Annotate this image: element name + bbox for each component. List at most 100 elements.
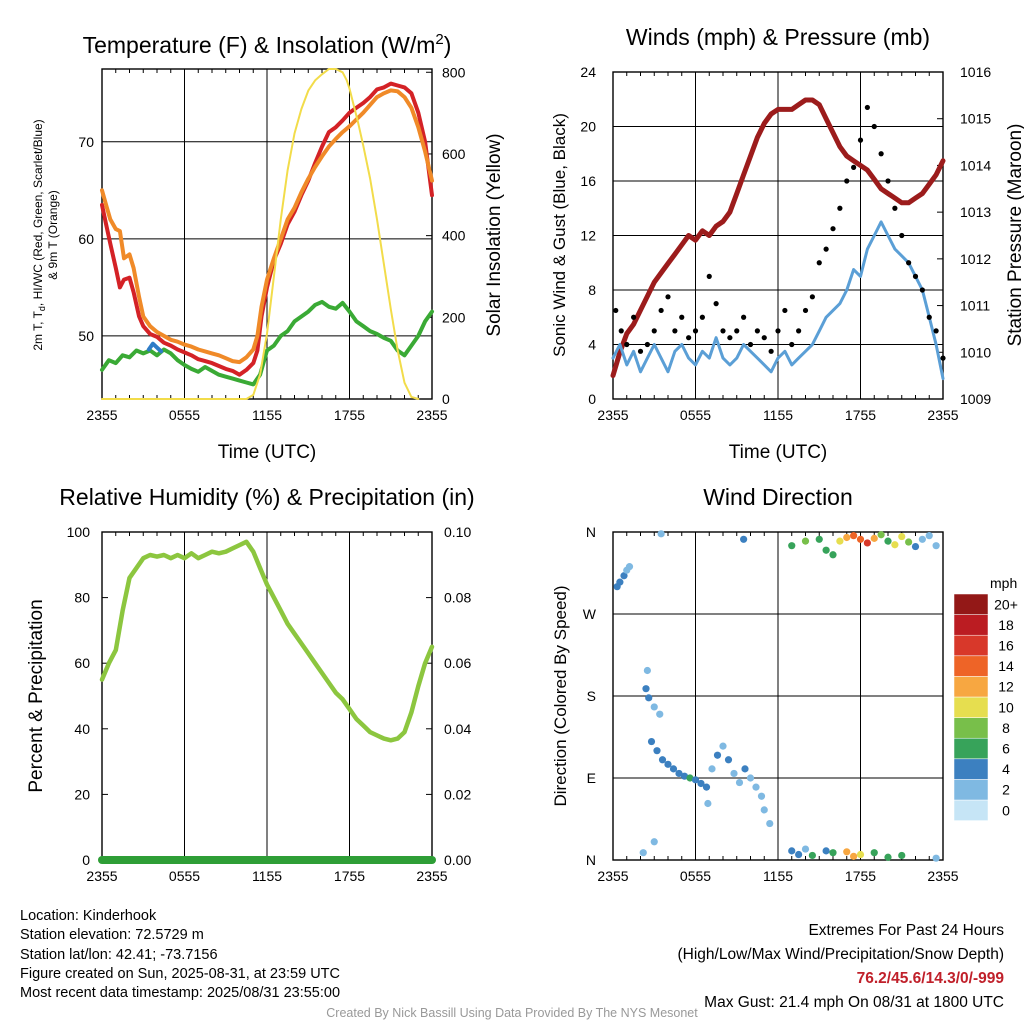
gust-point (637, 348, 644, 354)
direction-point (850, 852, 858, 860)
humidity-panel-title: Relative Humidity (%) & Precipitation (i… (59, 484, 474, 510)
legend-label: 8 (1002, 720, 1010, 736)
gust-point (613, 307, 619, 314)
wind-speed-legend: 0 2 4 6 8 10 12 14 16 18 20+ (953, 593, 1018, 821)
legend-swatch (953, 634, 989, 657)
y2-tick-label: 1016 (960, 64, 991, 80)
gust-point (631, 314, 637, 320)
direction-point (905, 538, 913, 546)
x-tick-label: 2355 (927, 868, 958, 884)
ylabel-line-1: 2m T, Td, HI/WC (Red, Green, Scarlet/Blu… (31, 119, 47, 350)
gust-point (802, 307, 809, 314)
gust-point (933, 328, 939, 334)
station-location: Location: Kinderhook (20, 908, 157, 924)
wind-direction-panel: Wind Direction Direction (Colored By Spe… (551, 484, 1018, 821)
y-tick-label: W (583, 606, 597, 622)
direction-point (801, 845, 810, 853)
y2-tick-label: 200 (442, 309, 466, 325)
y-tick-label: 20 (74, 786, 90, 802)
direction-point (650, 838, 658, 846)
direction-point (664, 760, 672, 768)
direction-point (911, 542, 920, 551)
legend-swatch (953, 655, 989, 677)
direction-point (724, 756, 733, 764)
y-tick-label: 0 (588, 391, 596, 407)
gust-point (926, 314, 932, 320)
direction-point (658, 756, 667, 764)
direction-point (850, 532, 858, 540)
y2-tick-label: 1012 (960, 251, 991, 267)
y2-tick-label: 1014 (960, 157, 991, 173)
direction-point (836, 537, 844, 545)
direction-point (870, 849, 878, 857)
y2-tick-label: 0.08 (444, 590, 471, 606)
direction-point (616, 578, 624, 586)
gust-point (747, 341, 754, 348)
ylabel-line-2: & 9m T (Orange) (46, 190, 60, 280)
direction-point (843, 848, 851, 856)
y2-tick-label: 1013 (960, 204, 991, 220)
legend-swatch (953, 737, 989, 760)
direction-point (757, 792, 766, 800)
gust-point (906, 260, 912, 266)
gust-point (665, 294, 671, 300)
panel-1-axes: 2355 0555 1155 1755 2355 50 60 70 0 200 400 600 800 (78, 64, 465, 423)
gust-point (686, 335, 692, 341)
y2-tick-label: 1015 (960, 111, 991, 127)
gust-point (844, 178, 850, 184)
gust-point (720, 328, 726, 334)
direction-point (708, 765, 716, 773)
direction-point (884, 537, 892, 545)
y2-tick-label: 800 (442, 64, 466, 80)
pressure-line (610, 97, 946, 379)
legend-swatch (953, 614, 989, 636)
y-tick-label: N (586, 524, 596, 540)
direction-point (932, 854, 940, 862)
direction-point (713, 751, 722, 759)
gust-point (871, 123, 877, 130)
legend-label: 12 (998, 679, 1014, 695)
gust-point (651, 328, 657, 334)
y-tick-label: 12 (580, 228, 596, 244)
temperature-panel: Temperature (F) & Insolation (W/m2) 2m T… (31, 31, 505, 463)
direction-point (829, 849, 837, 857)
gust-point (692, 328, 699, 334)
y-tick-label: 50 (78, 328, 94, 344)
wind-speed-legend-title: mph (990, 575, 1017, 591)
extremes-subtitle: (High/Low/Max Wind/Precipitation/Snow De… (677, 946, 1005, 963)
gust-point (679, 314, 685, 320)
gust-point (741, 314, 747, 320)
temp_9m-line (100, 88, 434, 365)
direction-point (843, 533, 851, 542)
direction-point (669, 765, 678, 773)
direction-point (680, 772, 689, 780)
direction-point (620, 572, 628, 580)
legend-label: 0 (1002, 802, 1010, 818)
y-tick-label: 80 (74, 590, 90, 606)
extremes-info: Extremes For Past 24 Hours (High/Low/Max… (678, 919, 1005, 1015)
gust-point (768, 348, 774, 354)
legend-label: 16 (998, 638, 1014, 654)
station-elevation: Station elevation: 72.5729 m (20, 927, 204, 944)
x-tick-label: 0555 (680, 868, 711, 884)
gust-point (912, 273, 919, 279)
y2-tick-label: 1010 (960, 344, 991, 360)
gust-point (644, 341, 650, 348)
legend-swatch (953, 717, 989, 739)
direction-point (675, 769, 683, 778)
y-tick-label: 100 (67, 524, 91, 540)
x-tick-label: 0555 (680, 407, 711, 423)
credit-line: Created By Nick Bassill Using Data Provi… (326, 1006, 698, 1020)
wind-line (611, 220, 945, 381)
y-tick-label: 4 (588, 337, 596, 353)
direction-point (856, 535, 865, 543)
legend-swatch (953, 779, 989, 801)
legend-label: 2 (1002, 782, 1010, 798)
gust-point (940, 355, 946, 361)
y-tick-label: N (586, 852, 596, 868)
gust-point (885, 178, 891, 184)
direction-point (657, 530, 665, 538)
temperature-panel-ylabel: 2m T, Td, HI/WC (Red, Green, Scarlet/Blu… (31, 119, 60, 350)
direction-point (735, 778, 744, 787)
humidity-panel-ylabel: Percent & Precipitation (26, 599, 47, 792)
